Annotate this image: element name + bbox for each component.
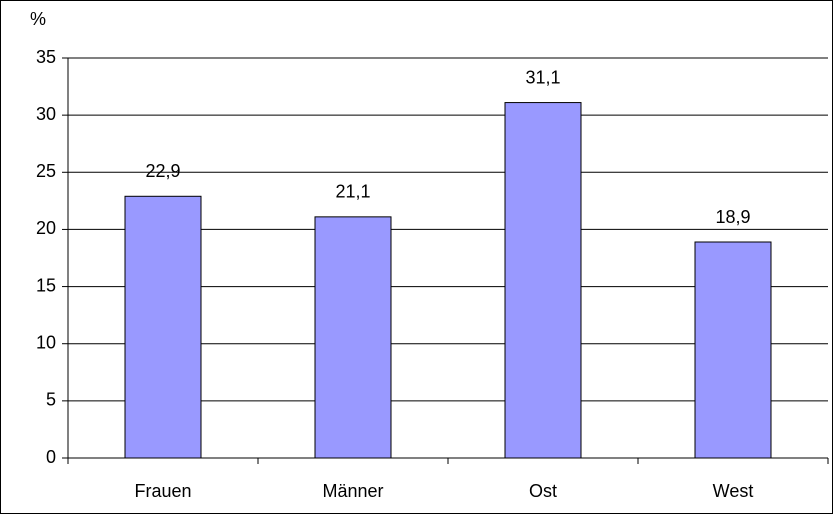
y-tick-label: 15 <box>36 275 56 295</box>
data-label: 21,1 <box>335 182 370 202</box>
x-tick-label: Frauen <box>134 481 191 501</box>
y-tick-label: 25 <box>36 161 56 181</box>
y-tick-label: 0 <box>46 447 56 467</box>
x-tick-label: Ost <box>529 481 557 501</box>
x-tick-label: Männer <box>322 481 383 501</box>
bar <box>124 195 202 459</box>
data-label: 18,9 <box>715 207 750 227</box>
y-tick-label: 30 <box>36 104 56 124</box>
x-tick-label: West <box>713 481 754 501</box>
y-tick-label: 10 <box>36 332 56 352</box>
y-tick-label: 35 <box>36 47 56 67</box>
y-axis-label: % <box>30 9 46 29</box>
data-label: 22,9 <box>145 161 180 181</box>
y-tick-label: 5 <box>46 390 56 410</box>
bar <box>314 216 392 459</box>
bar <box>694 241 772 459</box>
data-label: 31,1 <box>525 67 560 87</box>
y-tick-label: 20 <box>36 218 56 238</box>
bar <box>504 102 582 459</box>
